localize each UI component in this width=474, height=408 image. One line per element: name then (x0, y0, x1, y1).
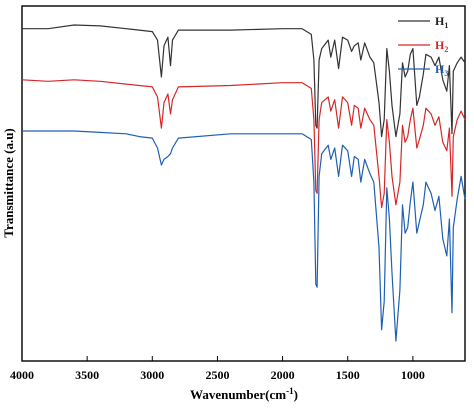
x-tick-label: 4000 (10, 368, 34, 382)
x-axis-title: Wavenumber(cm-1) (190, 386, 298, 402)
series-line-h2 (21, 79, 466, 209)
x-tick-label: 2000 (271, 368, 295, 382)
y-axis-title: Transmittance (a.u) (1, 128, 16, 238)
legend-label-h2: H2 (435, 38, 448, 54)
series-layer (21, 24, 466, 342)
legend: H1 H2 H3 (398, 14, 448, 78)
x-tick-label: 3000 (140, 368, 164, 382)
x-tick-label: 1000 (401, 368, 425, 382)
plot-frame (21, 5, 466, 362)
series-line-h3 (22, 130, 466, 342)
legend-label-h3: H3 (435, 62, 448, 78)
x-tick-label: 3500 (75, 368, 99, 382)
x-tick-label: 1500 (336, 368, 360, 382)
x-ticks: 4000 3500 3000 2500 2000 1500 1000 (10, 356, 425, 382)
legend-label-h1: H1 (435, 14, 448, 30)
series-line-h1 (22, 24, 466, 138)
x-tick-label: 2500 (205, 368, 229, 382)
